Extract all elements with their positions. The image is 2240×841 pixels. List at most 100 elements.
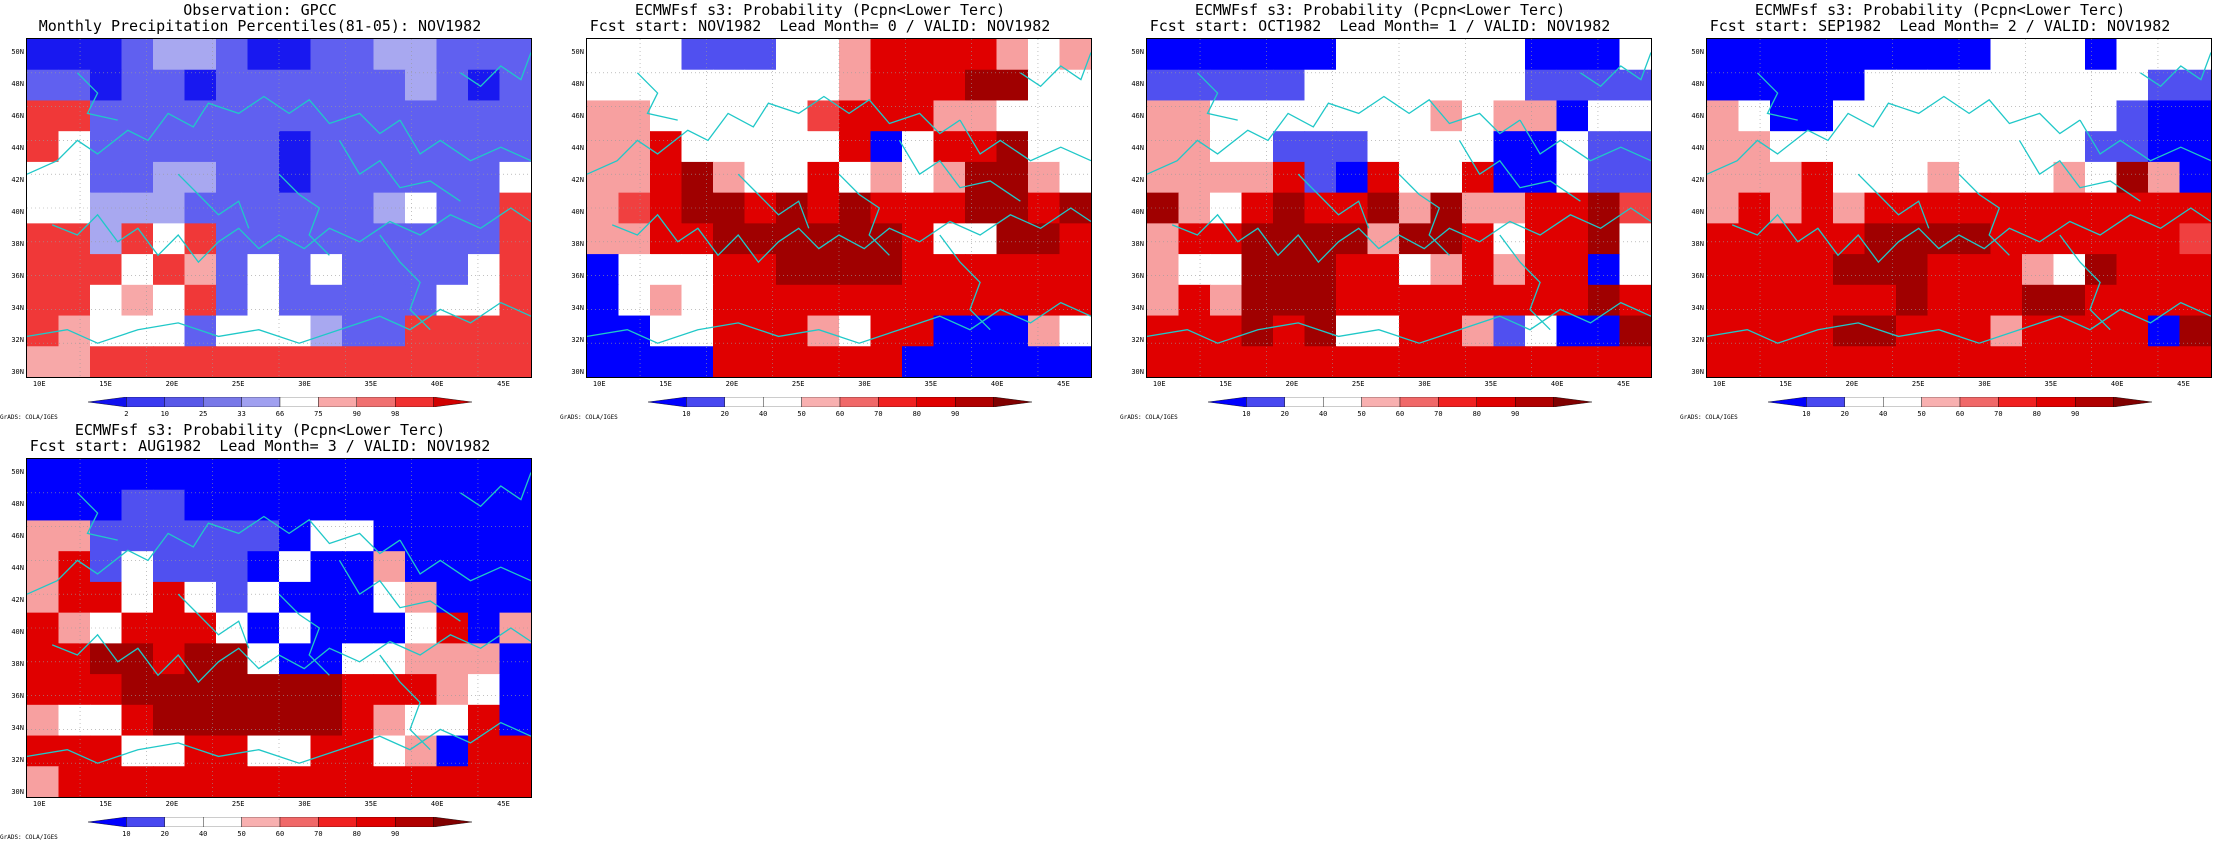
- grid-cell: [58, 192, 91, 224]
- grid-cell: [870, 161, 903, 194]
- grid-cell: [1770, 100, 1803, 132]
- grid-cell: [1770, 39, 1803, 71]
- grid-cell: [1336, 223, 1369, 255]
- grid-cell: [216, 223, 249, 255]
- grid-cell: [27, 223, 60, 255]
- grid-cell: [1059, 192, 1091, 224]
- grid-cell: [216, 643, 249, 675]
- grid-cell: [499, 131, 531, 163]
- grid-cell: [1178, 315, 1211, 347]
- grid-cell: [373, 459, 406, 491]
- grid-cell: [2053, 284, 2086, 317]
- coastline: [2079, 119, 2211, 162]
- grid-cell: [1864, 254, 1897, 286]
- grid-cell: [902, 39, 935, 71]
- lat-label: 36N: [1131, 272, 1144, 280]
- grid-cell: [713, 223, 746, 255]
- grid-cell: [2179, 315, 2211, 347]
- grid-cell: [2148, 131, 2181, 163]
- grid-cell: [216, 612, 249, 644]
- grid-cell: [839, 161, 872, 194]
- lat-label: 42N: [11, 176, 24, 184]
- lat-label: 44N: [571, 144, 584, 152]
- colorbar-swatch: [955, 397, 994, 407]
- grid-cell: [216, 459, 249, 491]
- grid-cell: [965, 161, 998, 194]
- grid-cell: [1028, 223, 1061, 255]
- grid-cell: [1493, 192, 1526, 224]
- lat-label: 50N: [11, 48, 24, 56]
- grid-cell: [373, 39, 406, 71]
- grid-cell: [1336, 254, 1369, 286]
- map-panel: ECMWFsf s3: Probability (Pcpn<Lower Terc…: [1120, 0, 1652, 421]
- lon-label: 10E: [592, 380, 606, 388]
- grid-cell: [310, 161, 343, 194]
- grid-cell: [1896, 254, 1929, 286]
- grid-cell: [1801, 346, 1834, 377]
- grid-cell: [121, 612, 154, 644]
- colorbar-label: 50: [797, 410, 806, 418]
- grid-cell: [1556, 346, 1589, 377]
- grid-cell: [153, 284, 186, 317]
- grid-cell: [27, 39, 60, 71]
- grid-cell: [1959, 131, 1992, 163]
- map-area: [1706, 38, 2212, 378]
- grid-cell: [373, 581, 406, 614]
- grid-cell: [468, 192, 501, 224]
- grid-cell: [681, 346, 714, 377]
- grid-cell: [1896, 315, 1929, 347]
- grid-cell: [996, 284, 1029, 317]
- grid-cell: [965, 69, 998, 102]
- grid-cell: [279, 100, 312, 132]
- grid-cell: [468, 254, 501, 286]
- grid-cell: [1241, 39, 1274, 71]
- grid-cell: [1588, 100, 1621, 132]
- grid-cell: [373, 254, 406, 286]
- grid-cell: [2022, 315, 2055, 347]
- lat-label: 42N: [1691, 176, 1704, 184]
- grid-cell: [1770, 284, 1803, 317]
- grid-cell: [1927, 346, 1960, 377]
- grid-cell: [58, 674, 91, 706]
- panel-subtitle: Fcst start: OCT1982 Lead Month= 1 / VALI…: [1149, 17, 1611, 35]
- grid-cell: [499, 161, 531, 194]
- grid-cell: [2022, 254, 2055, 286]
- grid-cell: [216, 254, 249, 286]
- grid-cell: [468, 69, 501, 102]
- lat-label: 50N: [1131, 48, 1144, 56]
- grid-cell: [121, 704, 154, 737]
- grid-cell: [90, 192, 123, 224]
- grid-cell: [216, 161, 249, 194]
- grid-cell: [436, 612, 469, 644]
- grid-cell: [1241, 131, 1274, 163]
- grid-cell: [933, 254, 966, 286]
- grid-cell: [1896, 192, 1929, 224]
- grid-cell: [216, 346, 249, 377]
- lat-label: 50N: [1691, 48, 1704, 56]
- grid-cell: [2022, 100, 2055, 132]
- grid-cell: [618, 223, 651, 255]
- grid-cell: [216, 39, 249, 71]
- grid-cell: [279, 704, 312, 737]
- grid-cell: [90, 612, 123, 644]
- grid-cell: [1556, 39, 1589, 71]
- coastline: [1857, 173, 1930, 229]
- grid-cell: [184, 581, 217, 614]
- grid-cell: [27, 643, 60, 675]
- grid-cell: [436, 459, 469, 491]
- coastline: [460, 472, 531, 508]
- grid-cell: [1028, 39, 1061, 71]
- coastline: [636, 72, 678, 121]
- grid-cell: [1801, 284, 1834, 317]
- grid-cell: [1959, 284, 1992, 317]
- lat-label: 46N: [1131, 112, 1144, 120]
- grid-cell: [342, 581, 375, 614]
- grid-cell: [1493, 39, 1526, 71]
- coastline: [2018, 140, 2141, 202]
- grid-cell: [499, 69, 531, 102]
- colorbar-label: 20: [720, 410, 730, 418]
- grid-cell: [247, 69, 280, 102]
- grid-cell: [839, 192, 872, 224]
- grid-cell: [839, 254, 872, 286]
- grid-cell: [1707, 192, 1740, 224]
